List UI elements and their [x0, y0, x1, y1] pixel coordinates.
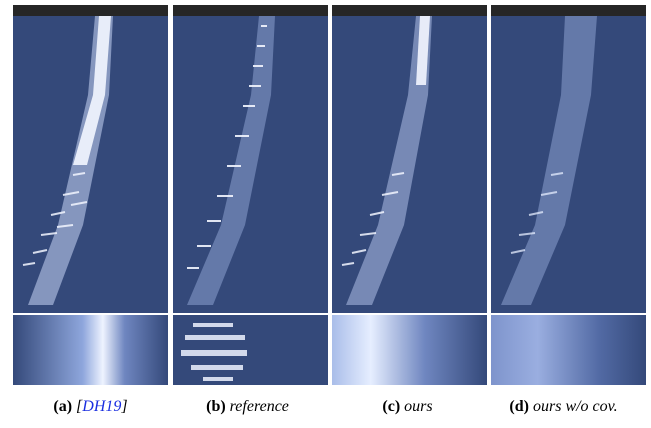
sun-glint	[73, 16, 111, 165]
ocean-surface	[173, 16, 328, 313]
ocean-surface	[491, 16, 646, 313]
panel-d-image	[491, 5, 646, 385]
caption-d: (d) ours w/o cov.	[476, 398, 651, 416]
panel-a-render	[13, 5, 168, 385]
panel-b-render	[173, 5, 328, 385]
caption-d-text: ours w/o cov.	[532, 398, 618, 415]
sky-strip	[332, 5, 487, 16]
sun-glint	[416, 16, 430, 85]
sun-glint	[187, 25, 267, 269]
panel-b-image	[173, 5, 328, 385]
zoom-inset	[181, 323, 247, 381]
sky-strip	[13, 5, 168, 16]
panel-c-render	[332, 5, 487, 385]
caption-c-text: ours	[404, 398, 433, 415]
caption-b: (b) reference	[160, 398, 335, 416]
zoom-inset	[13, 315, 168, 385]
panel-c-image	[332, 5, 487, 385]
caption-b-label: (b)	[206, 398, 226, 415]
caption-a: (a) [DH19]	[3, 398, 178, 416]
caption-c: (c) ours	[320, 398, 495, 416]
caption-a-close: ]	[121, 398, 128, 415]
caption-a-open: [	[76, 398, 83, 415]
zoom-inset	[491, 315, 646, 385]
caption-c-label: (c)	[382, 398, 401, 415]
sun-glint	[501, 16, 597, 305]
zoom-inset	[332, 315, 487, 385]
caption-b-text: reference	[229, 398, 289, 415]
caption-d-label: (d)	[509, 398, 529, 415]
caption-a-label: (a)	[53, 398, 73, 415]
caption-a-citation-link[interactable]: DH19	[82, 398, 122, 415]
sky-strip	[491, 5, 646, 16]
sky-strip	[173, 5, 328, 16]
panel-d-render	[491, 5, 646, 385]
panel-a-image	[13, 5, 168, 385]
